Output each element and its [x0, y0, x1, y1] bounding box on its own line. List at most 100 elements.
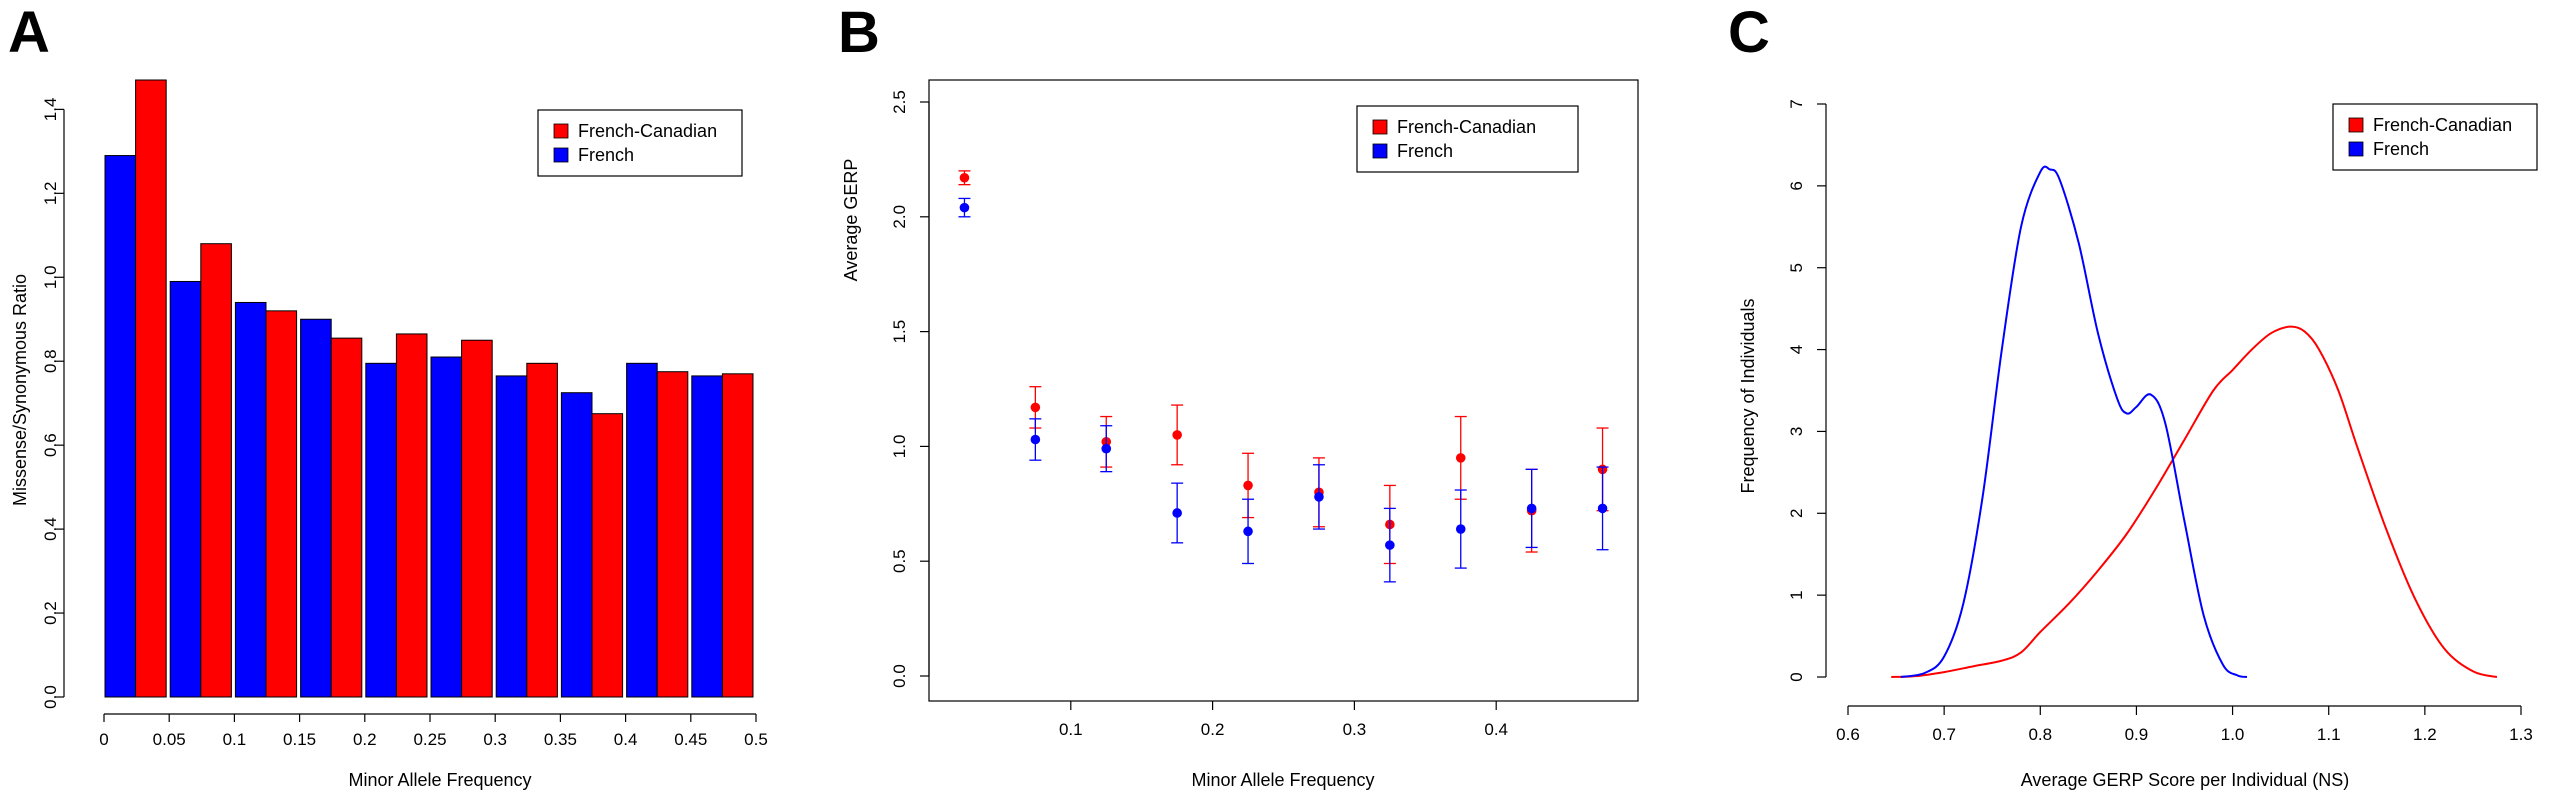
x-tick-label: 0.25: [413, 730, 446, 749]
y-tick-label: 1.0: [890, 435, 909, 459]
x-tick-label: 1.3: [2509, 725, 2533, 744]
y-tick-label: 2.0: [890, 205, 909, 229]
bar-french: [169, 280, 202, 698]
x-tick-label: 1.0: [2221, 725, 2245, 744]
y-axis-title: Frequency of Individuals: [1738, 298, 1758, 493]
y-axis-title: Average GERP: [841, 159, 861, 282]
bar-french: [300, 318, 332, 698]
point-french-canadian: [1172, 430, 1182, 440]
x-tick-label: 0.5: [744, 730, 768, 749]
y-tick-label: 5: [1787, 263, 1806, 272]
y-tick-label: 0.6: [41, 433, 60, 457]
legend-label: French: [1397, 141, 1453, 161]
x-tick-label: 0.4: [1484, 720, 1508, 739]
legend-swatch: [1372, 119, 1388, 135]
panel-letter-a: A: [8, 0, 50, 65]
legend-box: [1356, 105, 1579, 173]
bar-french-canadian: [265, 310, 298, 698]
x-tick-label: 0.2: [1201, 720, 1225, 739]
x-tick-label: 0.3: [483, 730, 507, 749]
x-axis-title: Average GERP Score per Individual (NS): [2021, 770, 2350, 790]
x-tick-label: 0.8: [2028, 725, 2052, 744]
y-axis-title: Missense/Synonymous Ratio: [10, 274, 30, 506]
point-french-canadian: [1455, 453, 1466, 463]
point-french: [1030, 434, 1041, 445]
legend-label: French-Canadian: [2373, 115, 2512, 135]
y-tick-label: 4: [1787, 345, 1806, 354]
panel-b-scatter-chart: 0.0 0.5 1.0 1.5 2.0 2.5 0.1 0.2 0.3 0.4 Minor Alle…: [841, 79, 1639, 790]
y-tick-label: 6: [1787, 181, 1806, 190]
legend-swatch: [553, 147, 569, 163]
legend-label: French-Canadian: [1397, 117, 1536, 137]
point-french-canadian: [1030, 402, 1041, 413]
y-tick-label: 1.2: [41, 182, 60, 206]
y-tick-label: 0.0: [890, 664, 909, 688]
density-line-french: [1900, 165, 2248, 678]
point-french: [1455, 524, 1466, 534]
point-french: [959, 202, 970, 213]
point-french: [1243, 526, 1253, 537]
panel-c-density-chart: 0 1 2 3 4 5 6 7 0.6 0.7 0.8 0.9 1.0 1.1 1.2 1.3 Average …: [1738, 99, 2538, 790]
bar-french-canadian: [330, 337, 363, 698]
legend-swatch: [2348, 141, 2364, 157]
x-tick-label: 0.1: [1059, 720, 1083, 739]
x-tick-label: 0.4: [614, 730, 638, 749]
bar-french-canadian: [395, 333, 428, 698]
y-tick-label: 0.0: [41, 685, 60, 709]
x-tick-label: 0.05: [153, 730, 186, 749]
y-tick-label: 0.4: [41, 517, 60, 541]
x-tick-label: 0: [99, 730, 108, 749]
point-french: [1314, 492, 1324, 502]
bar-french: [626, 362, 658, 698]
bar-french-canadian: [591, 413, 624, 698]
legend-label: French-Canadian: [578, 121, 717, 141]
legend-label: French: [578, 145, 634, 165]
legend-box: [537, 109, 743, 177]
point-french: [1101, 443, 1112, 454]
y-tick-label: 1.4: [41, 98, 60, 122]
bar-french-canadian: [200, 243, 232, 698]
bar-french-canadian: [721, 373, 754, 698]
x-tick-label: 0.15: [283, 730, 316, 749]
x-tick-label: 0.1: [223, 730, 247, 749]
x-tick-label: 0.2: [353, 730, 377, 749]
bar-french: [495, 375, 528, 698]
x-tick-label: 0.6: [1836, 725, 1860, 744]
panel-letter-b: B: [838, 0, 880, 65]
point-french: [1385, 540, 1395, 550]
y-tick-label: 0.8: [41, 349, 60, 373]
bar-french: [691, 375, 723, 698]
x-tick-label: 1.2: [2413, 725, 2437, 744]
x-tick-label: 0.45: [674, 730, 707, 749]
y-tick-label: 0.2: [41, 601, 60, 625]
x-tick-label: 0.9: [2125, 725, 2149, 744]
y-tick-label: 3: [1787, 427, 1806, 436]
bar-french-canadian: [135, 79, 167, 698]
bar-french: [234, 301, 267, 698]
bar-french: [365, 362, 397, 698]
bar-french: [104, 155, 137, 698]
x-tick-label: 1.1: [2317, 725, 2341, 744]
point-french: [1597, 503, 1608, 514]
point-french: [1526, 503, 1537, 514]
point-french-canadian: [1243, 480, 1253, 491]
bar-french: [430, 356, 463, 698]
legend-label: French: [2373, 139, 2429, 159]
legend-swatch: [1372, 143, 1388, 159]
y-tick-label: 2: [1787, 509, 1806, 518]
x-axis-title: Minor Allele Frequency: [348, 770, 531, 790]
x-tick-label: 0.3: [1343, 720, 1367, 739]
bar-french-canadian: [656, 371, 689, 698]
legend-swatch: [2348, 117, 2364, 133]
x-axis-title: Minor Allele Frequency: [1191, 770, 1374, 790]
y-tick-label: 1: [1787, 590, 1806, 599]
y-tick-label: 1.0: [41, 265, 60, 289]
x-tick-label: 0.7: [1932, 725, 1956, 744]
density-line-french-canadian: [1891, 325, 2498, 678]
y-tick-label: 0.5: [890, 549, 909, 573]
y-tick-label: 0: [1787, 672, 1806, 681]
x-tick-label: 0.35: [544, 730, 577, 749]
point-french-canadian: [959, 172, 970, 183]
